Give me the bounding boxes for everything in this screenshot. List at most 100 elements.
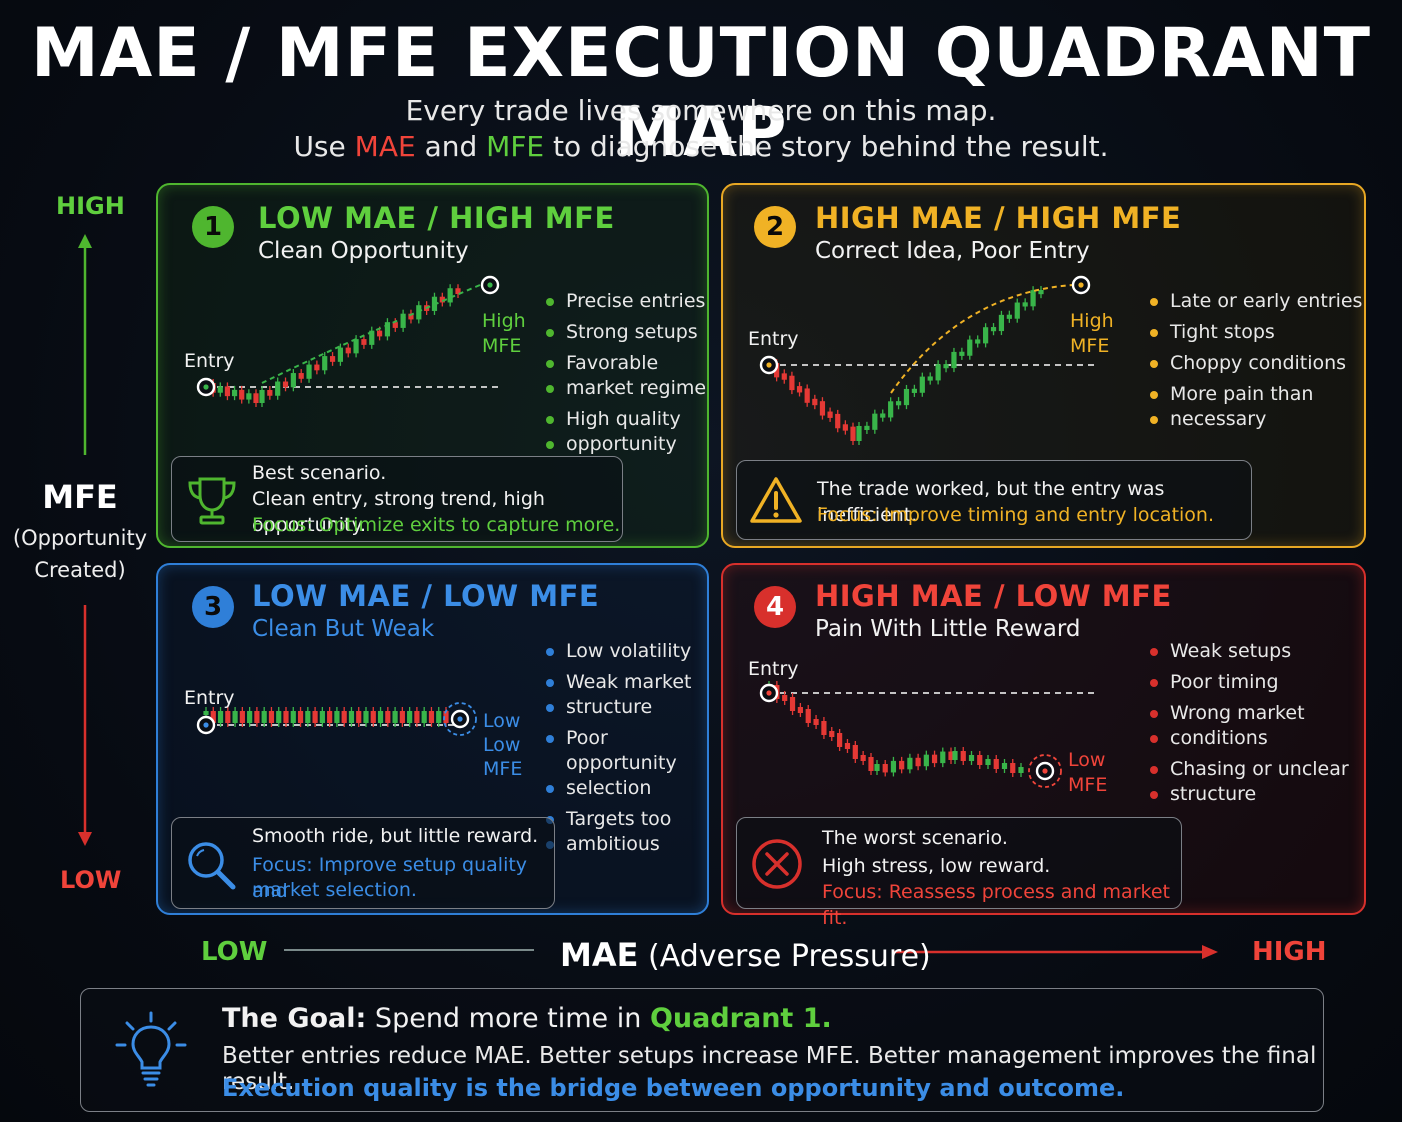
candle-body — [774, 363, 780, 378]
x-axis-arrows — [284, 945, 1218, 959]
candle-body — [290, 711, 296, 723]
candle-body — [246, 393, 252, 400]
quadrant-2-callout: The trade worked, but the entry was inef… — [736, 460, 1252, 540]
candle-body — [267, 390, 273, 396]
quadrant-4-bullet: Chasing or unclear — [1150, 757, 1349, 782]
candle-body — [334, 711, 340, 723]
candle-body — [443, 711, 449, 723]
candle-body — [860, 755, 866, 761]
quadrant-1-entry-label: Entry — [184, 350, 235, 372]
subtitle-use: Use — [293, 130, 355, 163]
candle-body — [880, 413, 886, 418]
candle-body — [812, 398, 818, 406]
quadrant-1: 1 LOW MAE / HIGH MFE Clean Opportunity E… — [156, 183, 709, 548]
candle-body — [829, 731, 835, 737]
quadrant-4-subtitle: Pain With Little Reward — [815, 616, 1081, 642]
candle-body — [805, 709, 811, 723]
candle-body — [377, 330, 383, 337]
goal-highlight: Quadrant 1. — [649, 1003, 832, 1034]
entry-marker-dot — [203, 384, 209, 390]
quadrant-3: 3 LOW MAE / LOW MFE Clean But Weak Entry… — [156, 563, 709, 915]
candle-body — [225, 711, 231, 723]
quadrant-3-end-label-3: MFE — [483, 758, 523, 780]
candle-body — [993, 759, 999, 769]
lightbulb-icon — [115, 1011, 187, 1087]
quadrant-3-callout-line-1: Smooth ride, but little reward. — [252, 825, 539, 847]
quadrant-4-end-label-2: MFE — [1068, 774, 1108, 796]
quadrant-4-bullet-cont: conditions — [1150, 726, 1349, 751]
candle-body — [895, 401, 902, 406]
quadrant-4-title: HIGH MAE / LOW MFE — [815, 579, 1172, 613]
candle-body — [835, 413, 841, 429]
candle-body — [314, 364, 320, 371]
candle-body — [844, 743, 851, 749]
candle-body — [353, 339, 359, 354]
candle-body — [1022, 302, 1028, 307]
candle-body — [306, 364, 312, 379]
quadrant-2: 2 HIGH MAE / HIGH MFE Correct Idea, Poor… — [721, 183, 1366, 548]
candle-body — [210, 711, 216, 723]
quadrant-2-end-label-2: MFE — [1070, 335, 1110, 357]
quadrant-1-bullet: Favorable — [546, 351, 706, 376]
y-axis-arrows — [78, 234, 92, 846]
quadrant-1-bullet: Precise entries — [546, 289, 706, 314]
candle-body — [789, 375, 795, 391]
quadrant-3-callout-focus-2: market selection. — [252, 879, 417, 901]
candle-body — [951, 351, 957, 369]
candle-body — [322, 356, 328, 371]
candle-body — [890, 760, 897, 773]
candle-body — [239, 711, 245, 723]
quadrant-3-bullet: Targets too — [546, 807, 707, 832]
candle-body — [911, 388, 917, 393]
candle-body — [1014, 302, 1020, 319]
candle-body — [948, 751, 954, 760]
quadrant-3-callout-focus-1: Focus: Improve setup quality and — [252, 854, 528, 902]
quadrant-3-callout: Smooth ride, but little reward. Focus: I… — [171, 817, 555, 909]
candle-body — [1018, 767, 1024, 773]
quadrant-3-title: LOW MAE / LOW MFE — [252, 579, 600, 613]
candle-body — [408, 313, 414, 320]
trend-arrow — [890, 284, 1074, 394]
quadrant-1-subtitle: Clean Opportunity — [258, 238, 469, 264]
candle-body — [261, 711, 267, 723]
quadrant-2-callout-focus: Focus: Improve timing and entry location… — [817, 504, 1215, 526]
candle-body — [782, 695, 788, 701]
quadrant-1-end-label-2: MFE — [482, 335, 522, 357]
low-mfe-halo — [443, 702, 477, 736]
candle-body — [312, 711, 318, 723]
candle-body — [935, 364, 941, 381]
quadrant-3-subtitle: Clean But Weak — [252, 616, 435, 642]
candle-body — [967, 339, 973, 356]
subtitle-rest: to diagnose the story behind the result. — [544, 130, 1109, 163]
candle-body — [392, 322, 398, 328]
quadrant-4-entry-label: Entry — [748, 658, 799, 680]
y-axis-low-label: LOW — [60, 866, 122, 894]
candle-body — [882, 764, 888, 773]
candle-body — [377, 711, 384, 723]
quadrant-2-bullet-cont: necessary — [1150, 407, 1362, 432]
candle-body — [1030, 290, 1036, 307]
quadrant-1-end-label-1: High — [482, 310, 526, 332]
quadrant-4-badge: 4 — [754, 586, 796, 628]
quadrant-3-end-label-2: Low — [483, 734, 521, 756]
quadrant-3-price-chart — [196, 702, 477, 736]
quadrant-3-bullet-cont: ambitious — [546, 832, 707, 857]
exit-marker-dot — [487, 282, 493, 288]
candle-body — [282, 381, 289, 388]
candle-body — [998, 314, 1005, 332]
x-axis-low-label: LOW — [201, 937, 268, 967]
quadrant-2-bullets: Late or early entries Tight stops Choppy… — [1150, 289, 1362, 438]
candle-body — [852, 745, 858, 759]
candle-body — [203, 711, 209, 715]
trophy-icon — [188, 477, 236, 525]
subtitle-line-1: Every trade lives somewhere on this map. — [405, 94, 997, 127]
quadrant-1-bullets: Precise entries Strong setups Favorable … — [546, 289, 706, 463]
quadrant-4-callout-line-2: High stress, low reward. — [822, 855, 1051, 877]
candle-body — [428, 711, 435, 723]
warning-icon — [750, 477, 802, 523]
quadrant-2-callout-line-1: The trade worked, but the entry was inef… — [817, 478, 1165, 526]
goal-line-2: Better entries reduce MAE. Better setups… — [222, 1043, 1317, 1095]
candle-body — [436, 711, 442, 723]
quadrant-2-end-label-1: High — [1070, 310, 1114, 332]
candle-body — [247, 711, 253, 723]
